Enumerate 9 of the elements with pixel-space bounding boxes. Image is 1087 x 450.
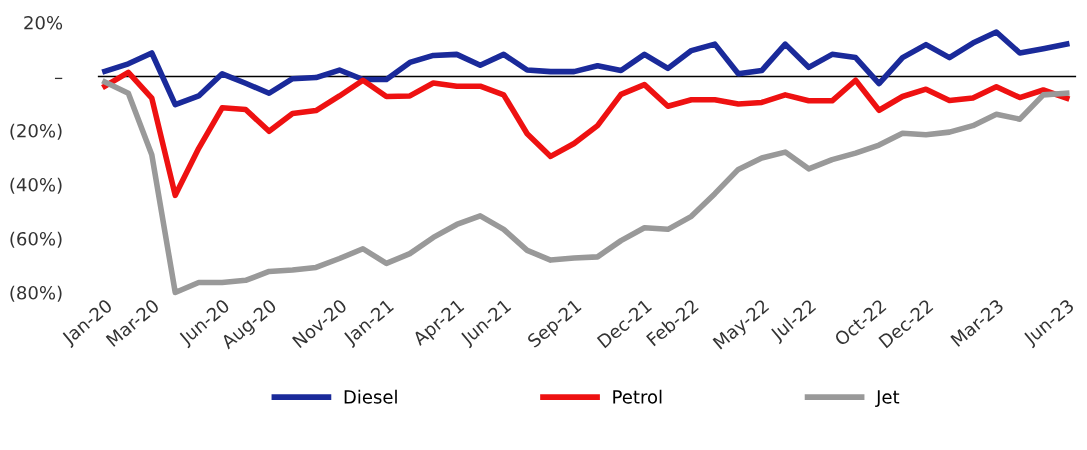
y-tick-label: 20% [24,15,63,30]
y-tick-label: – [54,77,63,80]
legend-label: Petrol [613,389,662,404]
y-tick-label: (40%) [10,177,62,194]
legend-label: Jet [875,390,900,408]
y-tick-label: (60%) [10,231,62,248]
y-tick-label: (20%) [10,123,62,140]
y-tick-label: (80%) [10,285,62,302]
legend-label: Diesel [344,389,397,404]
